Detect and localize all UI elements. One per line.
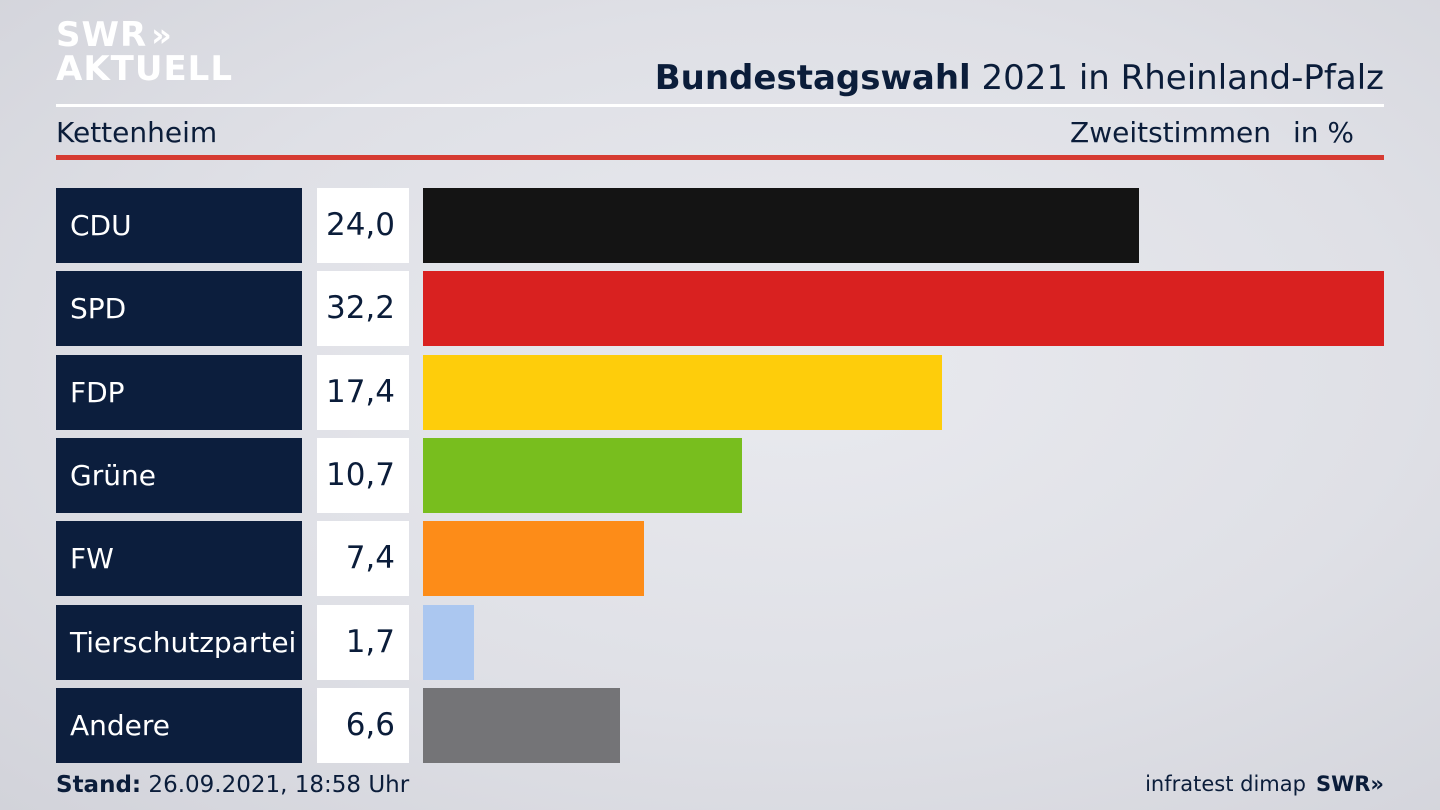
- party-label: CDU: [56, 188, 302, 263]
- source-text: infratest dimap: [1145, 772, 1306, 796]
- value-label: 10,7: [317, 437, 409, 513]
- party-label: FW: [56, 521, 302, 597]
- measure-text: Zweitstimmen: [1070, 116, 1271, 149]
- source-credit: infratest dimap SWR»: [1145, 772, 1384, 796]
- bar-row: SPD 32,2: [56, 271, 1384, 347]
- bar-row: Tierschutzpartei 1,7: [56, 604, 1384, 680]
- header-divider: [56, 104, 1384, 107]
- title-bold: Bundestagswahl: [654, 58, 971, 98]
- swr-aktuell-logo: SWR» AKTUELL: [56, 18, 233, 86]
- party-label: Tierschutzpartei: [56, 604, 302, 680]
- measure-label: Zweitstimmen in %: [1070, 116, 1354, 149]
- bar: [423, 521, 644, 597]
- bar: [423, 271, 1384, 347]
- value-label: 32,2: [317, 271, 409, 347]
- bar: [423, 687, 620, 763]
- logo-swr-text: SWR: [56, 15, 148, 55]
- party-label: FDP: [56, 354, 302, 430]
- logo-aktuell-text: AKTUELL: [56, 49, 234, 89]
- bar: [423, 604, 474, 680]
- value-label: 24,0: [317, 188, 409, 263]
- timestamp: Stand: 26.09.2021, 18:58 Uhr: [56, 772, 409, 798]
- bar: [423, 354, 942, 430]
- party-label: Andere: [56, 687, 302, 763]
- logo-chevron-icon: »: [151, 16, 172, 54]
- value-label: 7,4: [317, 521, 409, 597]
- party-label: SPD: [56, 271, 302, 347]
- bar: [423, 437, 742, 513]
- accent-divider: [56, 155, 1384, 160]
- bar-row: Andere 6,6: [56, 687, 1384, 763]
- bar: [423, 188, 1139, 263]
- timestamp-label: Stand:: [56, 772, 142, 798]
- bar-row: FW 7,4: [56, 521, 1384, 597]
- bar-row: FDP 17,4: [56, 354, 1384, 430]
- page-title: Bundestagswahl 2021 in Rheinland-Pfalz: [655, 58, 1384, 98]
- value-label: 17,4: [317, 354, 409, 430]
- timestamp-value: 26.09.2021, 18:58 Uhr: [141, 772, 410, 798]
- party-label: Grüne: [56, 437, 302, 513]
- unit-text: in %: [1292, 116, 1354, 149]
- bar-row: CDU 24,0: [56, 188, 1384, 263]
- value-label: 1,7: [317, 604, 409, 680]
- location-label: Kettenheim: [56, 116, 218, 149]
- value-label: 6,6: [317, 687, 409, 763]
- swr-brand-logo: SWR»: [1315, 772, 1384, 796]
- title-rest: 2021 in Rheinland-Pfalz: [970, 58, 1384, 98]
- bar-row: Grüne 10,7: [56, 437, 1384, 513]
